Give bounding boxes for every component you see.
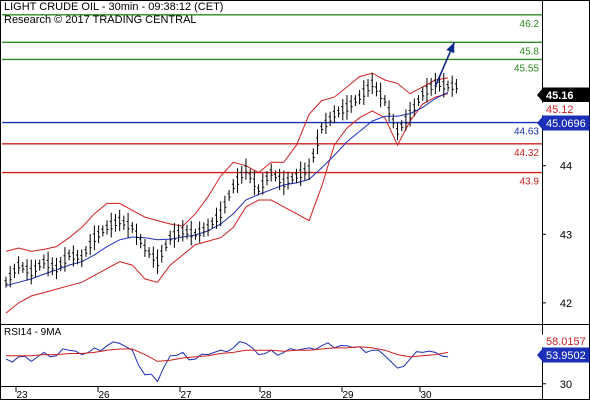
x-tick-label: 28 [260, 390, 272, 400]
chart-credit: Research © 2017 TRADING CENTRAL [4, 14, 197, 26]
x-tick-label: 29 [342, 390, 354, 400]
rsi-y-tick-label: 30 [560, 379, 572, 391]
price-badge-pointer [537, 116, 543, 130]
rsi-badge [543, 334, 589, 348]
chart-title: LIGHT CRUDE OIL - 30min - 09:38:12 (CET) [4, 1, 224, 13]
price-bars [4, 72, 458, 288]
price-badge-label: 45.0696 [546, 118, 586, 130]
x-tick-label: 26 [98, 390, 110, 400]
y-tick-label: 42 [560, 298, 572, 310]
price-badge-pointer [537, 102, 543, 116]
level-label: 45.8 [520, 46, 540, 57]
y-tick-label: 43 [560, 229, 572, 241]
rsi-badge-label: 53.9502 [546, 350, 586, 362]
rsi-line [5, 341, 449, 383]
price-badge-pointer [537, 88, 543, 102]
price-badge [543, 102, 589, 116]
rsi-badge-pointer [537, 334, 543, 348]
upper-band-line [5, 72, 449, 252]
level-label: 44.32 [514, 148, 539, 159]
x-tick-label: 30 [420, 390, 432, 400]
level-label: 45.55 [514, 63, 539, 74]
price-badge-label: 45.16 [546, 90, 574, 102]
level-label: 46.2 [520, 19, 540, 30]
y-tick-label: 44 [560, 161, 572, 173]
rsi-badge-pointer [537, 348, 543, 362]
x-tick-label: 23 [16, 390, 28, 400]
moving-average-line [5, 91, 449, 287]
lower-band-line [5, 93, 449, 314]
level-label: 43.9 [520, 177, 540, 188]
x-tick-label: 27 [180, 390, 192, 400]
rsi-badge-label: 58.0157 [546, 336, 586, 348]
level-label: 44.63 [514, 127, 539, 138]
rsi-ma-line [6, 346, 449, 362]
rsi-title: RSI14 - 9MA [4, 327, 62, 338]
price-badge-label: 45.12 [546, 104, 574, 116]
projection-arrow-head [446, 42, 455, 54]
